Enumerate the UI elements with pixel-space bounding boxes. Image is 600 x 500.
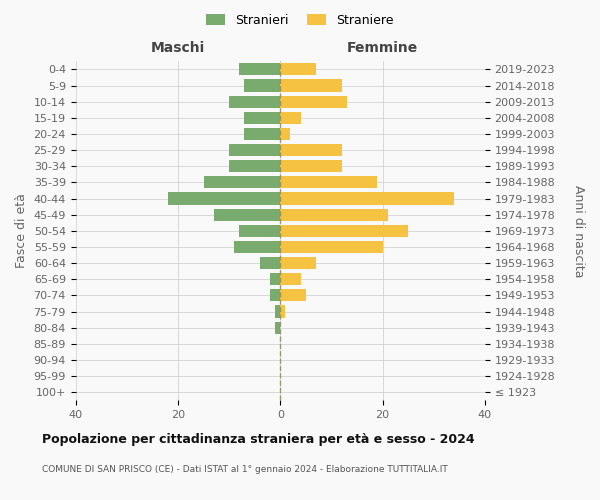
Bar xyxy=(280,96,347,108)
Bar xyxy=(270,290,280,302)
Bar xyxy=(229,96,280,108)
Bar xyxy=(280,208,388,220)
Bar xyxy=(280,273,301,285)
Bar xyxy=(280,257,316,269)
Bar xyxy=(244,80,280,92)
Text: Maschi: Maschi xyxy=(151,41,205,55)
Bar xyxy=(280,225,408,237)
Bar xyxy=(280,112,301,124)
Bar xyxy=(229,144,280,156)
Legend: Stranieri, Straniere: Stranieri, Straniere xyxy=(202,8,398,32)
Bar xyxy=(280,241,383,253)
Bar xyxy=(280,144,341,156)
Bar xyxy=(244,112,280,124)
Bar xyxy=(229,160,280,172)
Bar xyxy=(280,64,316,76)
Bar xyxy=(234,241,280,253)
Bar xyxy=(203,176,280,188)
Bar xyxy=(280,128,290,140)
Bar xyxy=(280,160,341,172)
Bar xyxy=(275,322,280,334)
Y-axis label: Fasce di età: Fasce di età xyxy=(15,194,28,268)
Bar xyxy=(280,306,286,318)
Bar xyxy=(168,192,280,204)
Bar xyxy=(239,225,280,237)
Text: COMUNE DI SAN PRISCO (CE) - Dati ISTAT al 1° gennaio 2024 - Elaborazione TUTTITA: COMUNE DI SAN PRISCO (CE) - Dati ISTAT a… xyxy=(42,466,448,474)
Bar xyxy=(280,192,454,204)
Bar xyxy=(280,290,306,302)
Y-axis label: Anni di nascita: Anni di nascita xyxy=(572,184,585,277)
Bar xyxy=(270,273,280,285)
Text: Femmine: Femmine xyxy=(347,41,418,55)
Bar xyxy=(280,176,377,188)
Bar xyxy=(244,128,280,140)
Bar xyxy=(260,257,280,269)
Bar xyxy=(214,208,280,220)
Bar xyxy=(280,80,341,92)
Text: Popolazione per cittadinanza straniera per età e sesso - 2024: Popolazione per cittadinanza straniera p… xyxy=(42,432,475,446)
Bar xyxy=(275,306,280,318)
Bar xyxy=(239,64,280,76)
